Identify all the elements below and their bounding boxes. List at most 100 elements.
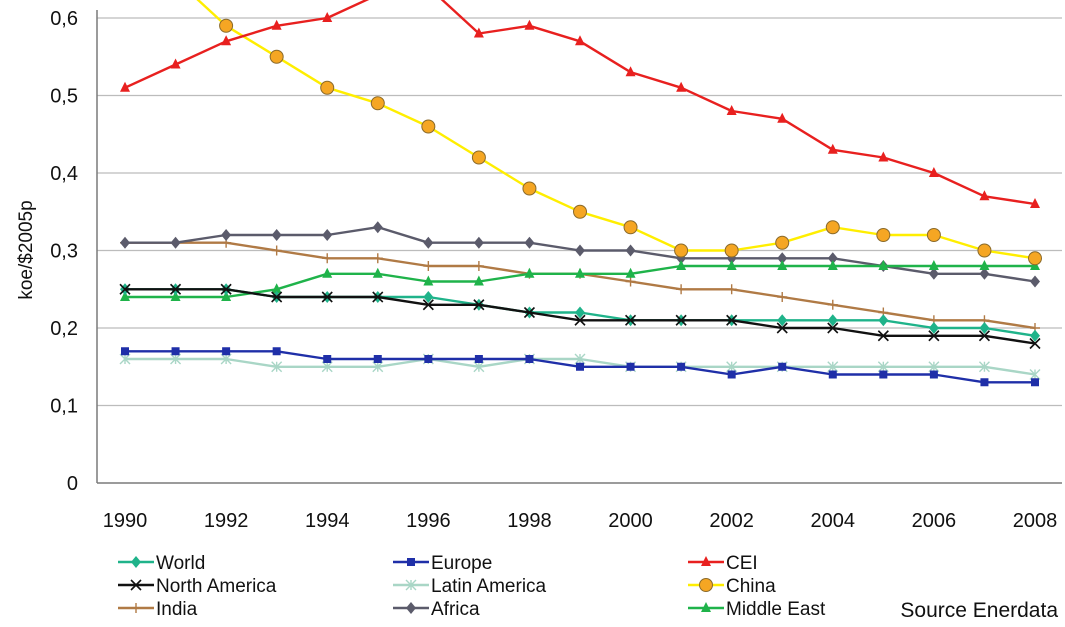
data-point — [171, 347, 180, 356]
data-point — [776, 322, 788, 334]
data-point — [1030, 198, 1040, 208]
legend-label: China — [726, 576, 776, 597]
data-point — [699, 578, 713, 592]
data-point — [423, 236, 434, 249]
data-point — [575, 306, 585, 319]
data-point — [407, 558, 415, 566]
series-layer — [119, 0, 1042, 387]
data-point — [321, 361, 333, 373]
data-point — [928, 361, 940, 373]
legend-item: Europe — [393, 553, 492, 574]
data-point — [701, 556, 711, 566]
data-point — [121, 347, 129, 356]
data-point — [979, 267, 990, 280]
data-point — [675, 314, 687, 326]
data-point — [372, 253, 383, 264]
legend-label: Latin America — [431, 576, 547, 597]
data-point — [777, 314, 788, 327]
legend-label: India — [156, 599, 198, 620]
data-point — [625, 244, 636, 257]
data-point — [877, 330, 889, 342]
y-tick-label: 0 — [67, 473, 78, 495]
y-tick-label: 0,3 — [50, 241, 78, 263]
data-point — [323, 355, 332, 363]
data-point — [131, 556, 141, 568]
data-point — [524, 236, 535, 249]
y-tick-label: 0,5 — [50, 86, 78, 108]
data-point — [525, 355, 534, 363]
data-point — [423, 261, 434, 271]
data-point — [575, 267, 585, 278]
data-point — [221, 229, 232, 241]
data-point — [119, 283, 131, 295]
legend: World Europe CEI North America Latin America… — [118, 553, 826, 620]
data-point — [676, 81, 687, 92]
data-point — [405, 579, 417, 591]
data-point — [473, 261, 484, 271]
data-point — [271, 229, 282, 241]
data-point — [222, 347, 231, 356]
data-point — [1028, 251, 1042, 266]
data-point — [676, 284, 687, 295]
data-point — [219, 18, 234, 33]
x-tick-label: 1998 — [507, 510, 552, 532]
data-point — [473, 275, 484, 286]
data-point — [424, 355, 433, 363]
data-point — [1030, 275, 1040, 288]
data-point — [574, 353, 586, 365]
data-point — [726, 105, 737, 115]
data-point — [777, 252, 788, 265]
legend-item: CEI — [688, 553, 758, 574]
data-point — [878, 260, 889, 270]
data-point — [576, 362, 584, 371]
data-point — [322, 12, 333, 22]
data-point — [625, 267, 636, 278]
legend-item: Latin America — [393, 576, 547, 597]
data-point — [474, 355, 483, 363]
data-point — [929, 370, 938, 379]
data-point — [828, 370, 837, 379]
data-point — [120, 291, 130, 301]
data-point — [978, 330, 991, 342]
data-point — [977, 243, 992, 258]
legend-label: Middle East — [726, 599, 826, 620]
data-point — [269, 49, 284, 64]
data-point — [724, 243, 739, 258]
legend-item: India — [118, 599, 198, 620]
data-point — [372, 221, 383, 234]
x-tick-label: 1992 — [204, 510, 249, 532]
data-point — [625, 276, 636, 287]
data-point — [169, 283, 182, 295]
data-point — [119, 353, 131, 365]
data-point — [677, 362, 686, 371]
data-point — [120, 81, 130, 92]
data-point — [979, 322, 990, 334]
series-middle-east — [120, 260, 1040, 301]
data-point — [980, 378, 989, 387]
data-point — [928, 167, 939, 177]
x-tick-label: 2002 — [709, 510, 754, 532]
legend-item: Middle East — [688, 599, 826, 620]
data-point — [423, 291, 434, 303]
data-point — [272, 347, 281, 356]
data-point — [473, 361, 485, 373]
data-point — [827, 314, 838, 327]
data-point — [979, 190, 990, 201]
data-point — [775, 235, 790, 250]
data-point — [524, 267, 535, 278]
data-point — [928, 267, 939, 280]
data-point — [170, 291, 181, 301]
legend-item: World — [118, 553, 205, 574]
data-point — [170, 236, 181, 249]
x-tick-label: 2000 — [608, 510, 653, 532]
data-point — [1031, 378, 1039, 387]
data-point — [1029, 337, 1041, 350]
legend-label: CEI — [726, 553, 758, 574]
data-point — [928, 322, 939, 334]
data-point — [574, 314, 586, 326]
source-note: Source Enerdata — [900, 599, 1058, 622]
data-point — [271, 361, 283, 373]
data-point — [726, 260, 737, 270]
data-point — [372, 291, 384, 303]
